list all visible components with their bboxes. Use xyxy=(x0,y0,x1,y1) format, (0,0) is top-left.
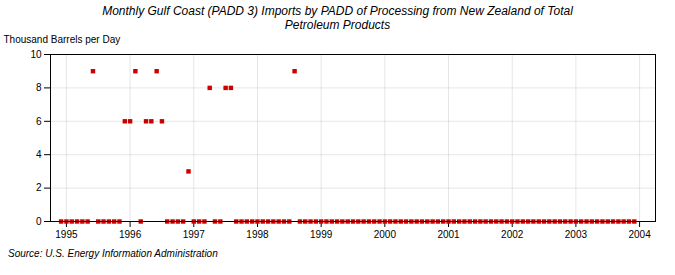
svg-text:Thousand Barrels per Day: Thousand Barrels per Day xyxy=(4,34,121,45)
html-text:Monthly Gulf Coast (PADD 3) Im: Monthly Gulf Coast (PADD 3) Imports by P… xyxy=(102,4,573,32)
svg-text:4: 4 xyxy=(36,149,42,160)
svg-text:0: 0 xyxy=(36,216,42,227)
svg-text:1996: 1996 xyxy=(119,229,142,240)
svg-text:2000: 2000 xyxy=(374,229,397,240)
svg-text:2002: 2002 xyxy=(501,229,524,240)
svg-text:1998: 1998 xyxy=(246,229,269,240)
html-text:Source: U.S. Energy Informatio: Source: U.S. Energy Information Administ… xyxy=(8,248,218,259)
svg-text:6: 6 xyxy=(36,116,42,127)
svg-text:2: 2 xyxy=(36,182,42,193)
svg-text:10: 10 xyxy=(30,49,42,60)
svg-text:2004: 2004 xyxy=(628,229,651,240)
svg-text:1997: 1997 xyxy=(183,229,206,240)
svg-text:1999: 1999 xyxy=(310,229,333,240)
svg-text:2001: 2001 xyxy=(437,229,460,240)
svg-text:8: 8 xyxy=(36,82,42,93)
svg-text:1995: 1995 xyxy=(55,229,78,240)
svg-text:2003: 2003 xyxy=(565,229,588,240)
